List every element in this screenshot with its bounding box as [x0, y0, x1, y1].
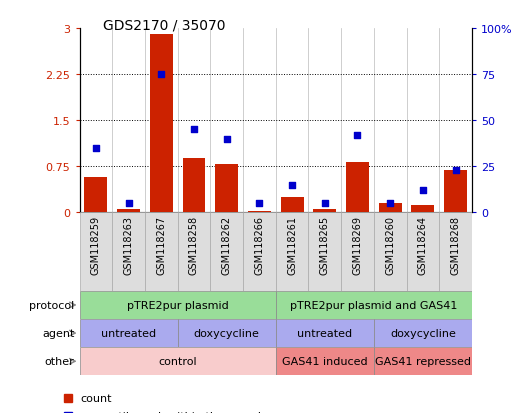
Bar — [80, 213, 112, 291]
Bar — [444, 171, 467, 213]
Point — [125, 200, 133, 207]
Text: GAS41 induced: GAS41 induced — [282, 356, 368, 366]
Point — [255, 200, 264, 207]
Text: GSM118265: GSM118265 — [320, 215, 330, 274]
Text: protocol: protocol — [29, 300, 74, 310]
Bar — [85, 177, 107, 213]
Bar — [112, 213, 145, 291]
Bar — [379, 204, 402, 213]
Bar — [117, 210, 140, 213]
Text: GSM118260: GSM118260 — [385, 215, 395, 274]
Text: GSM118266: GSM118266 — [254, 215, 264, 274]
Text: untreated: untreated — [101, 328, 156, 338]
Text: agent: agent — [42, 328, 74, 338]
Bar — [276, 213, 308, 291]
Text: GSM118262: GSM118262 — [222, 215, 232, 274]
Point — [386, 200, 394, 207]
Bar — [281, 197, 304, 213]
Bar — [243, 213, 276, 291]
Text: untreated: untreated — [297, 328, 352, 338]
Bar — [248, 211, 271, 213]
Text: doxycycline: doxycycline — [194, 328, 260, 338]
Text: other: other — [45, 356, 74, 366]
Text: GSM118261: GSM118261 — [287, 215, 297, 274]
Text: GSM118267: GSM118267 — [156, 215, 166, 274]
Point — [223, 136, 231, 142]
Text: GSM118259: GSM118259 — [91, 215, 101, 274]
Point — [451, 167, 460, 174]
Bar — [80, 319, 177, 347]
Text: GAS41 repressed: GAS41 repressed — [375, 356, 471, 366]
Bar — [374, 319, 472, 347]
Bar — [439, 213, 472, 291]
Bar — [145, 213, 177, 291]
Text: GSM118264: GSM118264 — [418, 215, 428, 274]
Bar — [80, 291, 276, 319]
Bar — [276, 347, 374, 375]
Bar — [276, 291, 472, 319]
Bar — [150, 35, 173, 213]
Bar — [346, 162, 369, 213]
Bar — [341, 213, 374, 291]
Text: count: count — [80, 393, 111, 403]
Text: GSM118268: GSM118268 — [450, 215, 461, 274]
Bar — [177, 213, 210, 291]
Text: GSM118269: GSM118269 — [352, 215, 363, 274]
Bar — [374, 347, 472, 375]
Point — [321, 200, 329, 207]
Bar — [183, 159, 205, 213]
Text: GDS2170 / 35070: GDS2170 / 35070 — [103, 19, 225, 33]
Bar — [411, 205, 435, 213]
Point — [353, 132, 362, 139]
Point — [419, 188, 427, 194]
Bar — [374, 213, 406, 291]
Bar — [215, 165, 238, 213]
Text: doxycycline: doxycycline — [390, 328, 456, 338]
Bar — [313, 210, 336, 213]
Text: pTRE2pur plasmid: pTRE2pur plasmid — [127, 300, 228, 310]
Text: pTRE2pur plasmid and GAS41: pTRE2pur plasmid and GAS41 — [290, 300, 458, 310]
Point — [157, 71, 165, 78]
Bar — [177, 319, 276, 347]
Bar — [276, 319, 374, 347]
Text: percentile rank within the sample: percentile rank within the sample — [80, 411, 268, 413]
Text: control: control — [159, 356, 197, 366]
Bar — [308, 213, 341, 291]
Text: GSM118263: GSM118263 — [124, 215, 133, 274]
Point — [288, 182, 296, 188]
Bar — [80, 347, 276, 375]
Bar — [407, 213, 439, 291]
Bar — [210, 213, 243, 291]
Point — [92, 145, 100, 152]
Point — [190, 127, 198, 133]
Text: GSM118258: GSM118258 — [189, 215, 199, 274]
